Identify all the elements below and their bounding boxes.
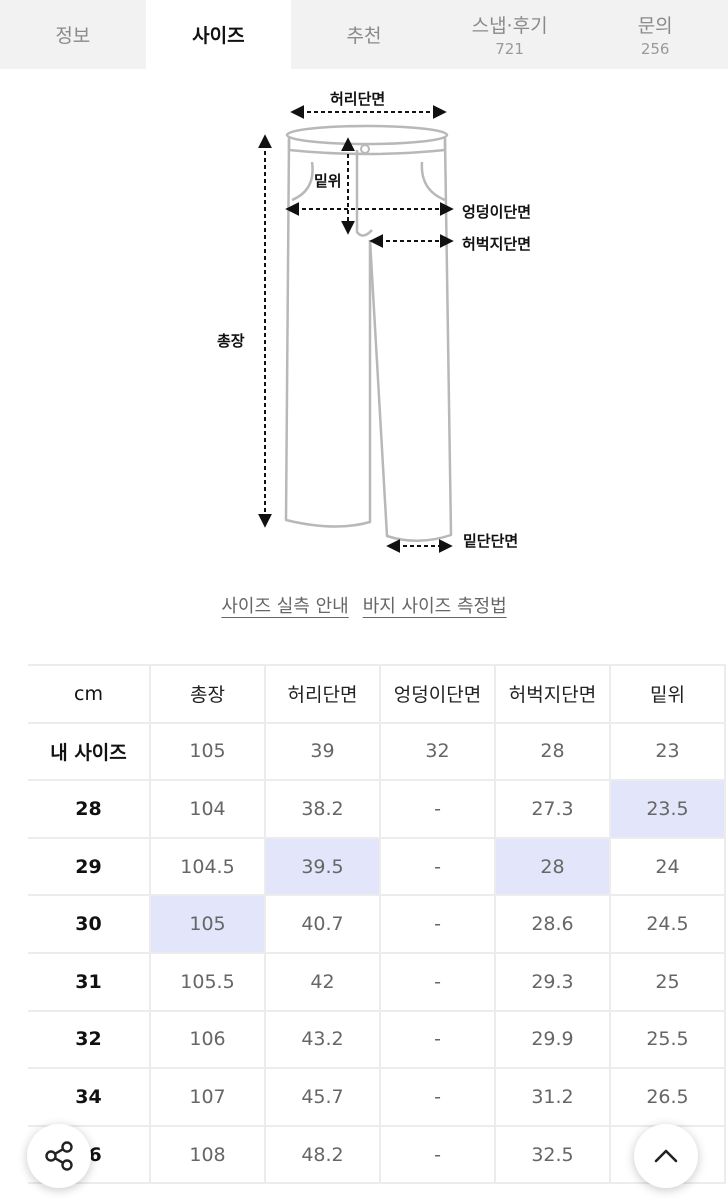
tab-count: 256 — [640, 40, 670, 58]
table-row: 34 107 45.7 - 31.2 26.5 — [28, 1067, 726, 1127]
table-cell: - — [379, 894, 496, 954]
table-cell: - — [379, 1067, 496, 1127]
size-guide-link[interactable]: 사이즈 실측 안내 — [221, 596, 349, 617]
tab-label: 추천 — [346, 25, 382, 47]
table-cell: 29.9 — [494, 1009, 611, 1070]
table-row-my-size: 내 사이즈 105 39 32 28 23 — [28, 721, 726, 782]
table-cell: 25 — [609, 951, 726, 1012]
table-cell: - — [379, 779, 496, 839]
table-row: 36 108 48.2 - 32.5 27 — [28, 1124, 726, 1185]
tab-count: 721 — [495, 40, 524, 58]
table-cell: 26.5 — [609, 1067, 726, 1127]
scroll-top-button[interactable] — [634, 1124, 698, 1188]
tab-recommend[interactable]: 추천 — [291, 0, 437, 69]
table-cell: 105 — [149, 721, 266, 782]
tab-label: 문의 — [637, 15, 673, 37]
table-cell: 28.6 — [494, 894, 611, 954]
table-cell: 104.5 — [149, 836, 266, 897]
size-table: cm 총장 허리단면 엉덩이단면 허벅지단면 밑위 내 사이즈 105 39 3… — [28, 664, 726, 1185]
table-cell: 43.2 — [264, 1009, 381, 1070]
header-rise: 밑위 — [609, 664, 726, 724]
pants-measure-link[interactable]: 바지 사이즈 측정법 — [362, 596, 507, 617]
row-label: 32 — [28, 1009, 151, 1070]
table-cell: 32 — [379, 721, 496, 782]
table-cell: 105.5 — [149, 951, 266, 1012]
tab-size[interactable]: 사이즈 — [145, 0, 292, 69]
table-row: 32 106 43.2 - 29.9 25.5 — [28, 1009, 726, 1070]
tab-label: 사이즈 — [192, 25, 245, 47]
waist-label: 허리단면 — [330, 90, 386, 108]
header-thigh: 허벅지단면 — [494, 664, 611, 724]
share-icon — [45, 1141, 73, 1171]
tab-info[interactable]: 정보 — [0, 0, 146, 69]
table-cell: 27.3 — [494, 779, 611, 839]
table-cell: 48.2 — [264, 1124, 381, 1185]
share-button[interactable] — [27, 1124, 91, 1188]
tab-inquiry[interactable]: 문의 256 — [582, 0, 728, 69]
table-cell: - — [379, 1009, 496, 1070]
table-cell: 23 — [609, 721, 726, 782]
row-label: 28 — [28, 779, 151, 839]
table-cell: 45.7 — [264, 1067, 381, 1127]
table-cell: 24 — [609, 836, 726, 897]
table-cell: 108 — [149, 1124, 266, 1185]
table-cell: - — [379, 836, 496, 897]
table-row: 29 104.5 39.5 - 28 24 — [28, 836, 726, 897]
table-cell-closest: 23.5 — [609, 779, 726, 839]
table-row: 30 105 40.7 - 28.6 24.5 — [28, 894, 726, 954]
header-waist: 허리단면 — [264, 664, 381, 724]
header-unit: cm — [28, 664, 151, 724]
table-cell: 24.5 — [609, 894, 726, 954]
table-row: 28 104 38.2 - 27.3 23.5 — [28, 779, 726, 839]
row-label: 31 — [28, 951, 151, 1012]
thigh-label: 허벅지단면 — [462, 235, 532, 253]
table-cell: 28 — [494, 721, 611, 782]
size-links: 사이즈 실측 안내 바지 사이즈 측정법 — [0, 592, 728, 618]
table-cell: 106 — [149, 1009, 266, 1070]
rise-label: 밑위 — [314, 172, 342, 190]
pants-illustration — [258, 105, 454, 553]
table-cell: - — [379, 951, 496, 1012]
table-cell: 40.7 — [264, 894, 381, 954]
table-cell: 38.2 — [264, 779, 381, 839]
table-cell: 32.5 — [494, 1124, 611, 1185]
tab-bar: 정보 사이즈 추천 스냅·후기 721 문의 256 — [0, 0, 728, 69]
table-cell: 25.5 — [609, 1009, 726, 1070]
row-label: 29 — [28, 836, 151, 897]
table-cell: 42 — [264, 951, 381, 1012]
table-cell: 104 — [149, 779, 266, 839]
header-hip: 엉덩이단면 — [379, 664, 496, 724]
row-label: 내 사이즈 — [28, 721, 151, 782]
hip-label: 엉덩이단면 — [462, 203, 532, 221]
tab-snap-review[interactable]: 스냅·후기 721 — [437, 0, 583, 69]
table-cell-closest: 28 — [494, 836, 611, 897]
table-cell: 29.3 — [494, 951, 611, 1012]
tab-label: 정보 — [55, 25, 91, 47]
pants-size-diagram: 허리단면 밑위 엉덩이단면 허벅지단면 총장 밑단단면 — [0, 70, 728, 570]
table-cell-closest: 39.5 — [264, 836, 381, 897]
table-cell: 31.2 — [494, 1067, 611, 1127]
hem-label: 밑단단면 — [463, 532, 519, 550]
table-row: 31 105.5 42 - 29.3 25 — [28, 951, 726, 1012]
tab-label: 스냅·후기 — [471, 15, 548, 37]
table-cell: 107 — [149, 1067, 266, 1127]
row-label: 34 — [28, 1067, 151, 1127]
table-header-row: cm 총장 허리단면 엉덩이단면 허벅지단면 밑위 — [28, 664, 726, 724]
chevron-up-icon — [654, 1149, 678, 1163]
table-cell: - — [379, 1124, 496, 1185]
table-cell-closest: 105 — [149, 894, 266, 954]
length-label: 총장 — [217, 332, 245, 350]
table-cell: 39 — [264, 721, 381, 782]
row-label: 30 — [28, 894, 151, 954]
header-length: 총장 — [149, 664, 266, 724]
